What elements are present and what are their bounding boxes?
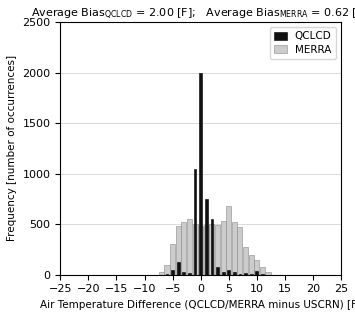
- Bar: [194, 169, 196, 275]
- Bar: [226, 206, 231, 275]
- Bar: [254, 260, 259, 275]
- Bar: [188, 273, 191, 275]
- Bar: [227, 270, 230, 275]
- Legend: QCLCD, MERRA: QCLCD, MERRA: [270, 27, 336, 59]
- Bar: [187, 219, 192, 275]
- Bar: [204, 225, 209, 275]
- Bar: [177, 262, 180, 275]
- Bar: [232, 222, 237, 275]
- Bar: [215, 225, 220, 275]
- Bar: [211, 219, 213, 275]
- Bar: [159, 272, 164, 275]
- Bar: [216, 267, 219, 275]
- Bar: [266, 272, 271, 275]
- Bar: [260, 267, 265, 275]
- Y-axis label: Frequency [number of occurrences]: Frequency [number of occurrences]: [7, 55, 17, 242]
- Bar: [192, 224, 198, 275]
- Bar: [181, 222, 186, 275]
- Title: Average Bias$_{\mathregular{QCLCD}}$ = 2.00 [F];   Average Bias$_{\mathregular{M: Average Bias$_{\mathregular{QCLCD}}$ = 2…: [31, 7, 355, 22]
- Bar: [182, 272, 185, 275]
- Bar: [209, 224, 214, 275]
- Bar: [261, 274, 264, 275]
- Bar: [164, 265, 170, 275]
- Bar: [237, 227, 242, 275]
- Bar: [199, 73, 202, 275]
- Bar: [233, 272, 236, 275]
- Bar: [220, 221, 226, 275]
- Bar: [165, 274, 168, 275]
- Bar: [176, 226, 181, 275]
- Bar: [205, 199, 208, 275]
- Bar: [255, 271, 258, 275]
- Bar: [244, 273, 247, 275]
- Bar: [170, 244, 175, 275]
- Bar: [239, 274, 241, 275]
- Bar: [250, 274, 252, 275]
- X-axis label: Air Temperature Difference (QCLCD/MERRA minus USCRN) [F]: Air Temperature Difference (QCLCD/MERRA …: [40, 300, 355, 310]
- Bar: [243, 248, 248, 275]
- Bar: [198, 226, 203, 275]
- Bar: [248, 255, 254, 275]
- Bar: [222, 272, 224, 275]
- Bar: [171, 270, 174, 275]
